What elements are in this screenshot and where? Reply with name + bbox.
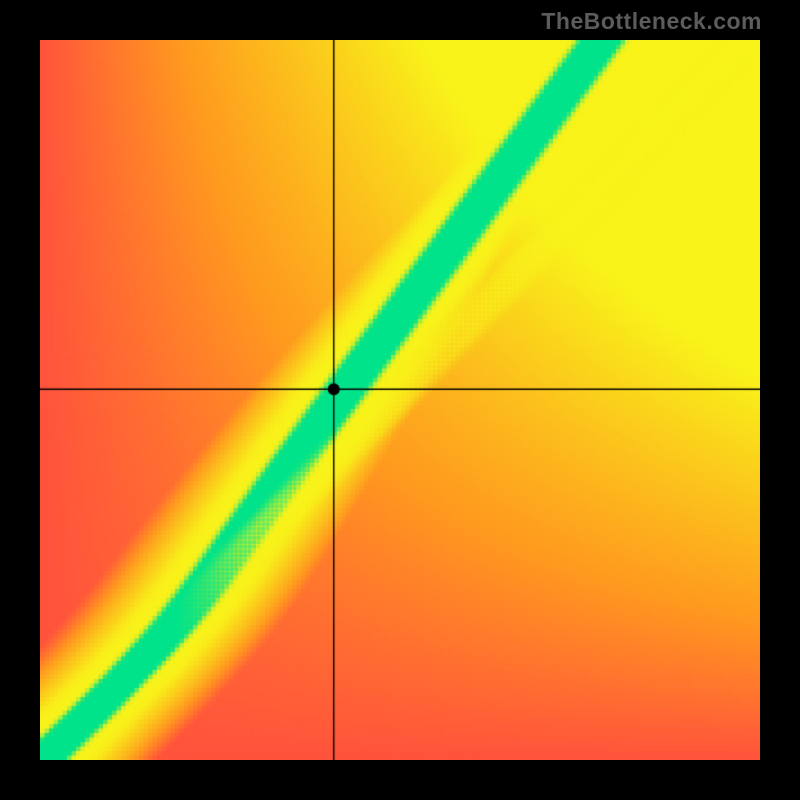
watermark-text: TheBottleneck.com bbox=[541, 8, 762, 35]
heatmap-plot bbox=[40, 40, 760, 760]
chart-container: TheBottleneck.com bbox=[0, 0, 800, 800]
heatmap-canvas bbox=[40, 40, 760, 760]
